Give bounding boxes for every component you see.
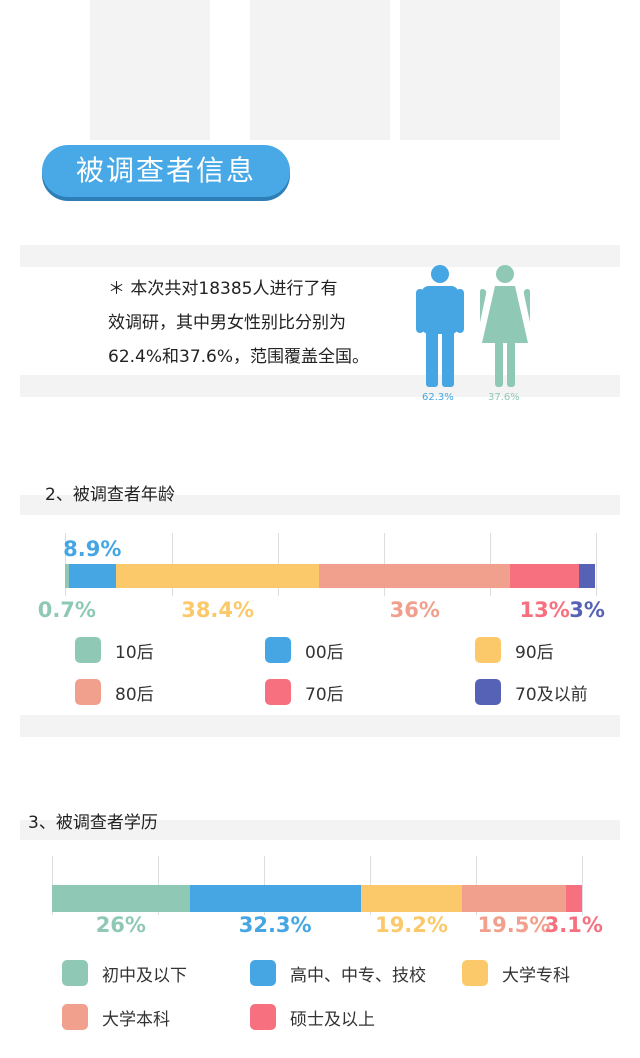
page-title: 被调查者信息 bbox=[75, 154, 256, 187]
female-percent-label: 37.6% bbox=[488, 392, 520, 403]
male-figure-icon bbox=[416, 265, 464, 387]
header-pill: 被调查者信息 bbox=[42, 145, 290, 197]
female-figure-icon bbox=[480, 265, 530, 387]
education-chart-title: 3、被调查者学历 bbox=[28, 813, 158, 833]
intro-text: ＊ 本次共对18385人进行了有 效调研，其中男女性别比分别为 62.4%和37… bbox=[108, 272, 388, 374]
intro-line: 62.4%和37.6%，范围覆盖全国。 bbox=[108, 347, 370, 367]
male-percent-label: 62.3% bbox=[422, 392, 454, 403]
intro-line: 效调研，其中男女性别比分别为 bbox=[108, 313, 346, 333]
age-chart-title: 2、被调查者年龄 bbox=[45, 485, 175, 505]
intro-line: ＊ 本次共对18385人进行了有 bbox=[108, 279, 338, 299]
